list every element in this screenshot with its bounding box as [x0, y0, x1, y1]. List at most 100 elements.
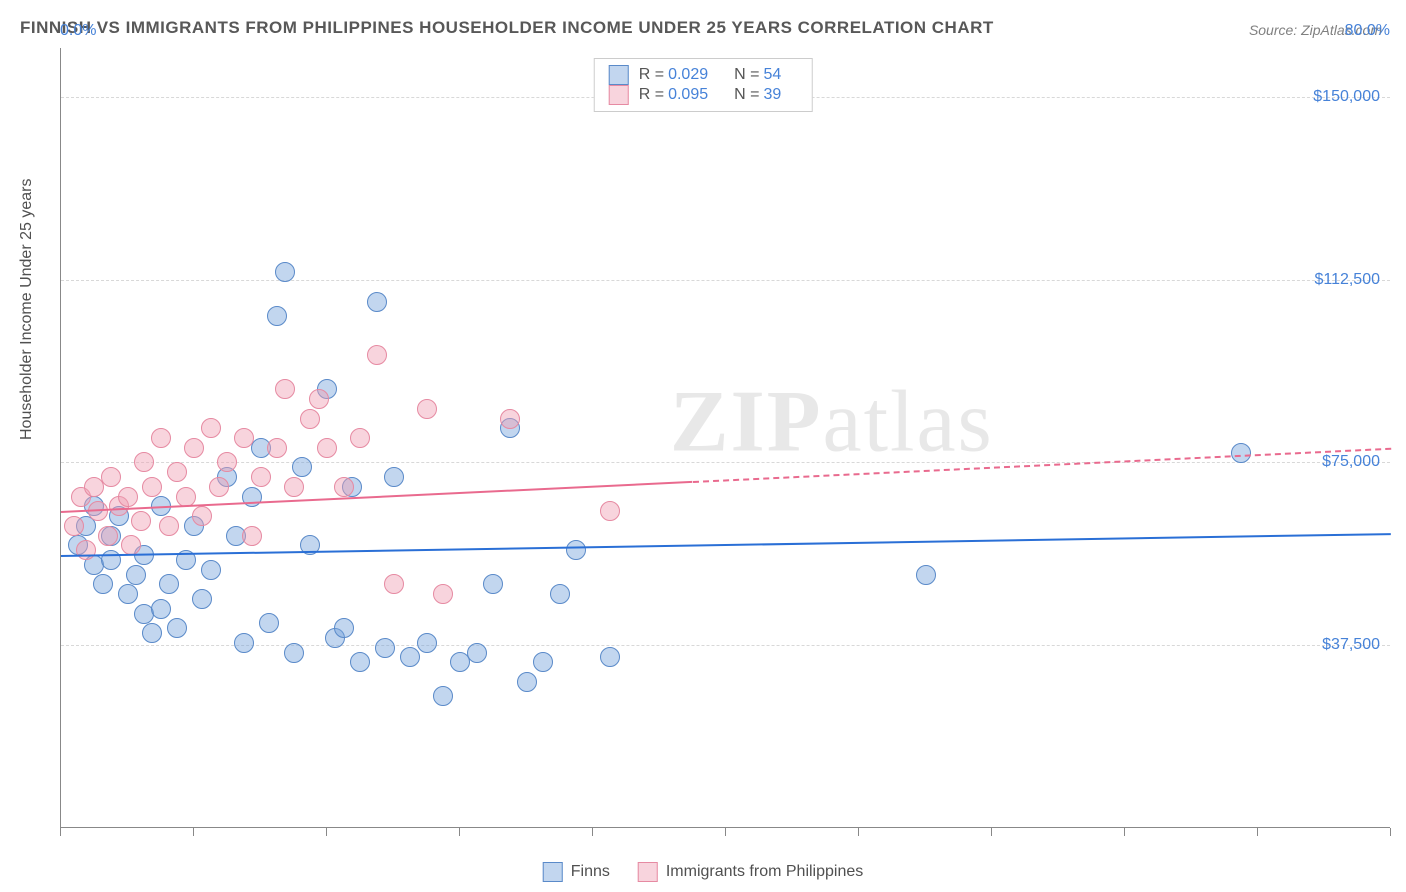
scatter-point: [367, 345, 387, 365]
scatter-point: [159, 574, 179, 594]
r-label-1: R =: [639, 86, 664, 103]
scatter-point: [350, 428, 370, 448]
legend-item-philippines: Immigrants from Philippines: [638, 862, 863, 882]
legend-swatch-finns: [609, 65, 629, 85]
r-label-0: R =: [639, 66, 664, 83]
y-tick-label: $112,500: [1314, 271, 1380, 289]
scatter-point: [284, 643, 304, 663]
scatter-point: [317, 438, 337, 458]
n-value-0: 54: [763, 66, 781, 83]
y-tick-label: $150,000: [1313, 88, 1380, 106]
scatter-point: [151, 599, 171, 619]
scatter-point: [500, 409, 520, 429]
legend-series: Finns Immigrants from Philippines: [543, 862, 864, 882]
scatter-point: [417, 633, 437, 653]
scatter-point: [550, 584, 570, 604]
gridline: [61, 462, 1390, 463]
scatter-point: [417, 399, 437, 419]
scatter-point: [275, 262, 295, 282]
scatter-point: [98, 526, 118, 546]
scatter-point: [167, 462, 187, 482]
scatter-point: [267, 306, 287, 326]
x-tick: [1257, 828, 1258, 836]
x-tick: [1390, 828, 1391, 836]
x-min-label: 0.0%: [60, 22, 96, 40]
y-tick-label: $37,500: [1322, 636, 1380, 654]
y-tick-label: $75,000: [1322, 453, 1380, 471]
scatter-point: [201, 418, 221, 438]
legend-label-philippines: Immigrants from Philippines: [666, 863, 863, 881]
scatter-point: [350, 652, 370, 672]
scatter-point: [118, 487, 138, 507]
plot-area: ZIPatlas $37,500 $75,000 $112,500 $150,000: [60, 48, 1390, 828]
y-axis-title: Householder Income Under 25 years: [18, 179, 36, 440]
legend-label-finns: Finns: [571, 863, 610, 881]
scatter-point: [93, 574, 113, 594]
chart-container: FINNISH VS IMMIGRANTS FROM PHILIPPINES H…: [0, 0, 1406, 892]
scatter-point: [121, 535, 141, 555]
scatter-point: [184, 438, 204, 458]
legend-row-1: R =0.095 N =39: [609, 85, 798, 105]
scatter-point: [400, 647, 420, 667]
scatter-point: [64, 516, 84, 536]
x-tick: [991, 828, 992, 836]
scatter-point: [566, 540, 586, 560]
scatter-point: [384, 574, 404, 594]
legend-correlation: R =0.029 N =54 R =0.095 N =39: [594, 58, 813, 112]
legend-swatch-bottom-philippines: [638, 862, 658, 882]
scatter-point: [201, 560, 221, 580]
scatter-point: [101, 550, 121, 570]
legend-row-0: R =0.029 N =54: [609, 65, 798, 85]
x-tick: [459, 828, 460, 836]
r-value-1: 0.095: [668, 86, 708, 103]
scatter-point: [267, 438, 287, 458]
scatter-point: [176, 487, 196, 507]
scatter-point: [242, 526, 262, 546]
scatter-point: [118, 584, 138, 604]
x-ticks: [60, 828, 1390, 836]
scatter-point: [334, 477, 354, 497]
scatter-point: [517, 672, 537, 692]
scatter-point: [309, 389, 329, 409]
scatter-point: [600, 647, 620, 667]
n-label-1: N =: [734, 86, 759, 103]
scatter-point: [234, 633, 254, 653]
scatter-point: [259, 613, 279, 633]
n-value-1: 39: [763, 86, 781, 103]
x-tick: [326, 828, 327, 836]
scatter-point: [334, 618, 354, 638]
scatter-point: [467, 643, 487, 663]
scatter-point: [76, 540, 96, 560]
legend-swatch-bottom-finns: [543, 862, 563, 882]
scatter-point: [192, 589, 212, 609]
scatter-point: [159, 516, 179, 536]
gridline: [61, 645, 1390, 646]
scatter-point: [167, 618, 187, 638]
scatter-point: [284, 477, 304, 497]
watermark-atlas: atlas: [823, 373, 994, 470]
x-tick: [1124, 828, 1125, 836]
x-tick: [725, 828, 726, 836]
scatter-point: [151, 428, 171, 448]
scatter-point: [533, 652, 553, 672]
scatter-point: [209, 477, 229, 497]
scatter-point: [134, 452, 154, 472]
scatter-point: [1231, 443, 1251, 463]
x-tick: [858, 828, 859, 836]
n-label-0: N =: [734, 66, 759, 83]
scatter-point: [433, 584, 453, 604]
scatter-point: [101, 467, 121, 487]
scatter-point: [126, 565, 146, 585]
watermark: ZIPatlas: [670, 371, 994, 472]
gridline: [61, 280, 1390, 281]
scatter-point: [367, 292, 387, 312]
scatter-point: [375, 638, 395, 658]
legend-item-finns: Finns: [543, 862, 610, 882]
scatter-point: [275, 379, 295, 399]
x-max-label: 80.0%: [1345, 22, 1390, 40]
scatter-point: [142, 623, 162, 643]
scatter-point: [251, 467, 271, 487]
scatter-point: [300, 409, 320, 429]
scatter-point: [916, 565, 936, 585]
scatter-point: [292, 457, 312, 477]
